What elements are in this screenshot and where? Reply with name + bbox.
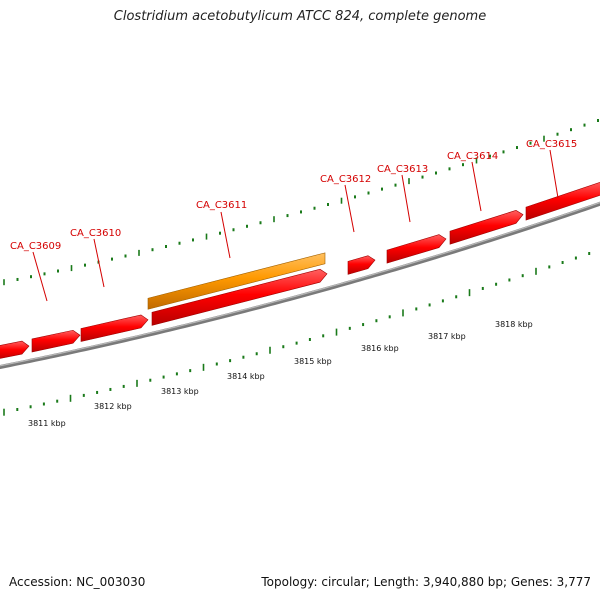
scale-label-3813-kbp: 3813 kbp <box>161 387 199 396</box>
gene-label-leader <box>32 251 48 302</box>
gene-arrow-CA_C3610[interactable] <box>80 314 149 342</box>
gene-label-leader <box>344 184 355 233</box>
gene-label-CA_C3612: CA_C3612 <box>320 174 371 185</box>
gene-label-leader <box>401 174 411 223</box>
gene-label-CA_C3611: CA_C3611 <box>196 200 247 211</box>
gene-label-leader <box>471 161 482 212</box>
gene-label-leader <box>549 149 559 199</box>
scale-label-3814-kbp: 3814 kbp <box>227 372 265 381</box>
genome-backbone <box>0 201 600 370</box>
gene-arrow-CA_C3608[interactable] <box>0 340 30 360</box>
scale-label-3818-kbp: 3818 kbp <box>495 320 533 329</box>
scale-label-3811-kbp: 3811 kbp <box>28 419 66 428</box>
gene-label-leader <box>220 211 231 259</box>
gene-label-CA_C3613: CA_C3613 <box>377 164 428 175</box>
scale-label-3817-kbp: 3817 kbp <box>428 332 466 341</box>
gene-label-leader <box>93 238 105 288</box>
scale-label-3816-kbp: 3816 kbp <box>361 344 399 353</box>
gene-arrow-CA_C3614[interactable] <box>449 210 524 245</box>
gene-arrow-CA_C3612[interactable] <box>347 255 376 275</box>
gene-label-CA_C3610: CA_C3610 <box>70 228 121 239</box>
scale-label-3815-kbp: 3815 kbp <box>294 357 332 366</box>
scale-label-3812-kbp: 3812 kbp <box>94 402 132 411</box>
gene-arrow-CA_C3611-cds[interactable] <box>147 252 326 310</box>
map-title: Clostridium acetobutylicum ATCC 824, com… <box>113 9 487 24</box>
accession-text: Accession: NC_003030 <box>9 575 146 589</box>
gene-arrow-CA_C3611[interactable] <box>151 268 328 326</box>
gene-arrow-CA_C3613[interactable] <box>386 234 447 264</box>
gene-label-CA_C3615: CA_C3615 <box>526 139 577 150</box>
genome-stats-text: Topology: circular; Length: 3,940,880 bp… <box>261 575 591 589</box>
genome-backbone-highlight <box>0 201 600 367</box>
gene-label-CA_C3614: CA_C3614 <box>447 151 498 162</box>
gene-label-CA_C3609: CA_C3609 <box>10 241 61 252</box>
gene-arrow-CA_C3615[interactable] <box>525 181 600 221</box>
gene-arrow-CA_C3609[interactable] <box>31 329 81 353</box>
